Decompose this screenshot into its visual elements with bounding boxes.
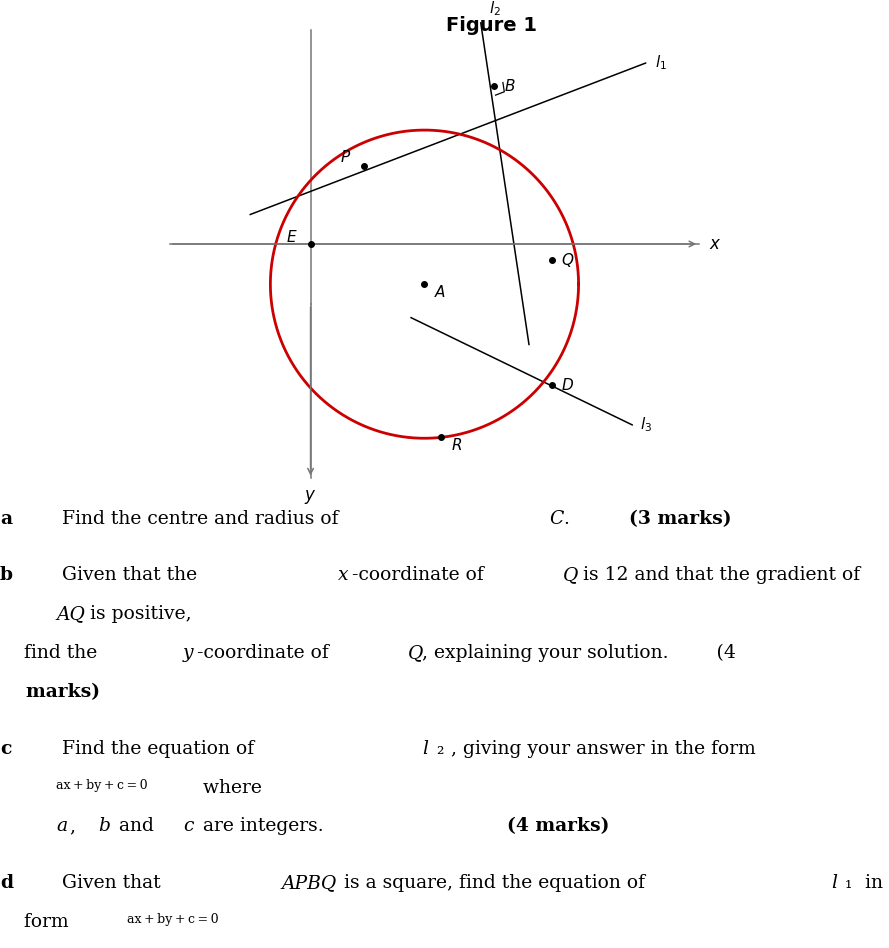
Text: , explaining your solution.        (4: , explaining your solution. (4 [422, 645, 736, 663]
Text: $x$: $x$ [709, 235, 721, 253]
Text: $l_3$: $l_3$ [640, 415, 653, 434]
Text: -coordinate of: -coordinate of [197, 645, 335, 662]
Text: ax + by + c = 0: ax + by + c = 0 [56, 778, 148, 792]
Text: $y$: $y$ [304, 488, 316, 506]
Text: find the: find the [0, 645, 103, 662]
Text: l: l [422, 739, 428, 757]
Text: where: where [197, 778, 262, 796]
Text: $E$: $E$ [286, 229, 298, 246]
Text: AQ: AQ [56, 606, 85, 624]
Text: $D$: $D$ [561, 376, 574, 392]
Text: , giving your answer in the form: , giving your answer in the form [451, 739, 756, 757]
Text: Find the equation of: Find the equation of [14, 739, 260, 757]
Text: b: b [99, 817, 110, 835]
Text: ₂: ₂ [436, 739, 444, 757]
Text: c: c [0, 739, 12, 757]
Text: in the: in the [859, 874, 889, 892]
Text: ₁: ₁ [845, 874, 853, 892]
Text: is positive,: is positive, [84, 606, 192, 624]
Text: $l_2$: $l_2$ [489, 0, 501, 17]
Text: C: C [549, 510, 564, 528]
Text: c: c [183, 817, 194, 835]
Text: x: x [338, 567, 348, 585]
Text: Q: Q [408, 645, 424, 662]
Text: a: a [0, 510, 12, 528]
Text: ax + by + c = 0: ax + by + c = 0 [127, 913, 219, 926]
Text: form: form [0, 913, 75, 931]
Text: Find the centre and radius of: Find the centre and radius of [14, 510, 345, 528]
Text: Given that: Given that [14, 874, 167, 892]
Text: and: and [113, 817, 159, 835]
Text: $R$: $R$ [451, 437, 462, 453]
Text: Given that the: Given that the [14, 567, 204, 585]
Text: ,: , [70, 817, 83, 835]
Text: $P$: $P$ [340, 149, 351, 165]
Text: is 12 and that the gradient of: is 12 and that the gradient of [577, 567, 861, 585]
Text: l: l [830, 874, 837, 892]
Text: $B$: $B$ [504, 78, 516, 94]
Text: b: b [0, 567, 13, 585]
Text: Q: Q [564, 567, 579, 585]
Text: is a square, find the equation of: is a square, find the equation of [338, 874, 651, 892]
Text: y: y [183, 645, 194, 662]
Text: are integers.: are integers. [197, 817, 372, 835]
Text: APBQ: APBQ [282, 874, 337, 892]
Text: (3 marks): (3 marks) [577, 510, 732, 528]
Text: Figure 1: Figure 1 [446, 16, 537, 35]
Text: $A$: $A$ [435, 284, 446, 301]
Text: $l_1$: $l_1$ [655, 54, 667, 72]
Text: .: . [564, 510, 569, 528]
Text: -coordinate of: -coordinate of [352, 567, 490, 585]
Text: d: d [0, 874, 13, 892]
Text: marks): marks) [0, 683, 100, 701]
Text: $Q$: $Q$ [561, 251, 574, 269]
Text: a: a [56, 817, 68, 835]
Text: (4 marks): (4 marks) [507, 817, 609, 835]
